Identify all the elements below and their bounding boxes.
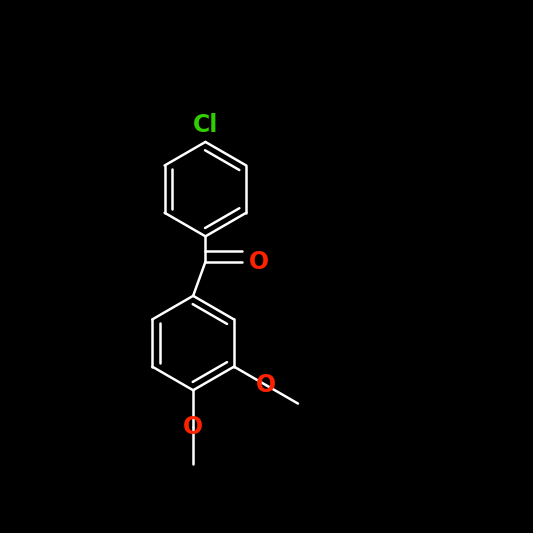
Text: O: O bbox=[248, 250, 269, 274]
Text: O: O bbox=[183, 415, 203, 439]
Text: O: O bbox=[256, 373, 276, 397]
Text: Cl: Cl bbox=[193, 112, 218, 136]
